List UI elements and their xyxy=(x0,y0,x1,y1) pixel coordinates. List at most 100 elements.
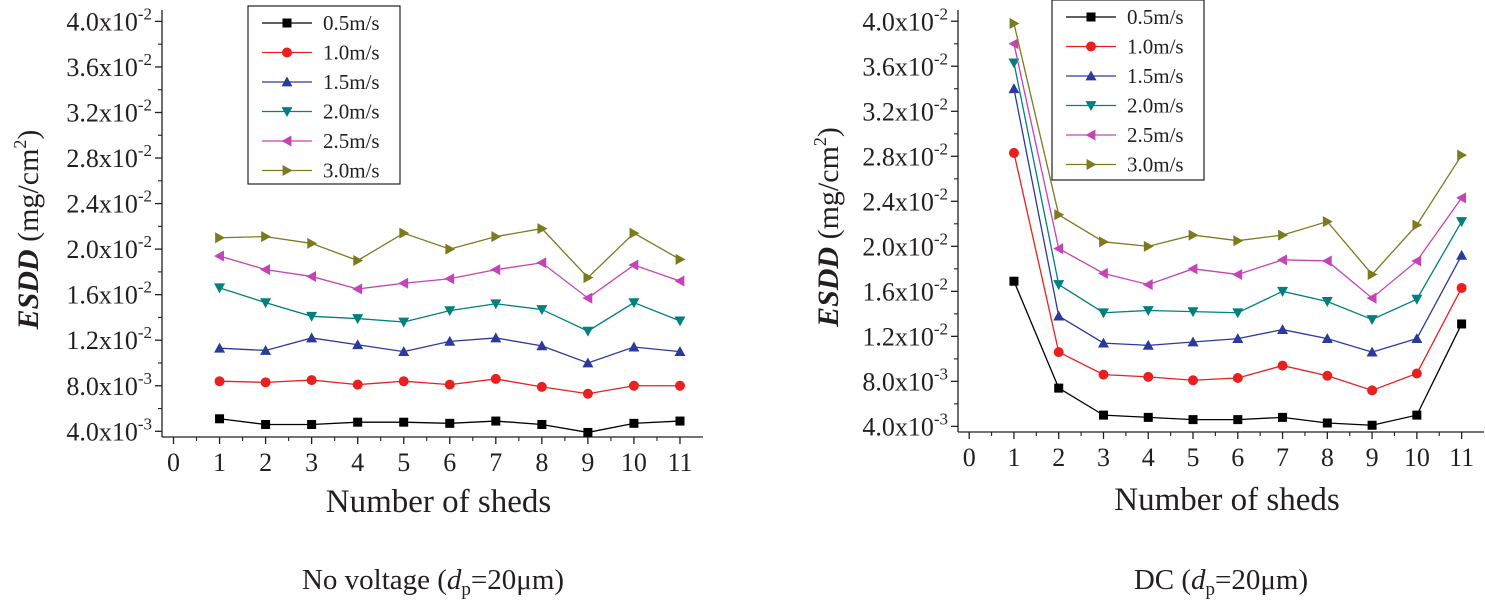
data-point-05ms xyxy=(261,419,271,429)
data-point-20ms xyxy=(352,314,364,325)
data-point-25ms xyxy=(214,250,224,262)
legend-label: 2.5m/s xyxy=(1127,123,1184,147)
data-point-05ms xyxy=(1098,410,1108,420)
legend-marker xyxy=(1086,12,1096,22)
legend-marker xyxy=(281,76,293,87)
x-tick-label: 2 xyxy=(1052,443,1065,472)
data-point-20ms xyxy=(1411,294,1423,305)
data-point-30ms xyxy=(307,237,318,249)
legend-label: 1.0m/s xyxy=(1127,35,1184,59)
data-point-10ms xyxy=(444,379,455,390)
data-point-30ms xyxy=(1412,219,1423,231)
data-point-15ms xyxy=(214,342,226,353)
y-tick-label: 3.2x10-2 xyxy=(66,95,152,127)
legend-marker xyxy=(281,135,292,147)
chart-panel-dc: 4.0x10-3 8.0x10-3 1.2x10-2 1.6x10-2 2.0x10-2… xyxy=(810,0,1484,600)
panel-caption: No voltage (dp=20μm) xyxy=(302,564,564,600)
data-point-30ms xyxy=(215,232,226,244)
x-tick-label: 10 xyxy=(621,448,647,477)
legend-label: 3.0m/s xyxy=(323,159,380,183)
data-point-30ms xyxy=(261,231,272,243)
data-point-20ms xyxy=(1008,58,1020,69)
data-point-15ms xyxy=(398,346,410,356)
data-point-25ms xyxy=(352,283,363,295)
legend-marker xyxy=(282,18,292,28)
data-point-05ms xyxy=(307,419,317,429)
legend-label: 2.0m/s xyxy=(323,100,380,124)
data-point-10ms xyxy=(260,377,271,388)
x-tick-label: 1 xyxy=(213,448,226,477)
x-tick-label: 2 xyxy=(259,448,272,477)
y-axis-title: ESDD (mg/cm2) xyxy=(810,127,845,328)
data-point-15ms xyxy=(582,357,594,368)
legend-marker xyxy=(282,165,293,176)
data-point-20ms xyxy=(628,298,640,309)
legend-label: 2.5m/s xyxy=(323,129,380,153)
x-tick-label: 3 xyxy=(1097,443,1110,472)
x-tick-label: 7 xyxy=(1276,443,1289,472)
data-point-05ms xyxy=(353,417,363,427)
data-point-05ms xyxy=(629,418,639,428)
data-point-05ms xyxy=(1367,420,1377,430)
legend-label: 0.5m/s xyxy=(323,11,380,35)
data-point-25ms xyxy=(490,264,501,276)
legend-marker xyxy=(1085,129,1096,141)
y-tick-label: 4.0x10-2 xyxy=(66,4,152,36)
legend-label: 3.0m/s xyxy=(1127,153,1184,177)
data-point-05ms xyxy=(399,417,409,427)
y-tick-label: 2.0x10-2 xyxy=(66,232,152,264)
data-point-30ms xyxy=(1099,236,1109,248)
data-point-20ms xyxy=(1456,217,1468,228)
y-tick-label: 2.4x10-2 xyxy=(66,187,152,219)
data-point-10ms xyxy=(1188,375,1199,386)
data-point-25ms xyxy=(1277,254,1287,266)
data-point-25ms xyxy=(582,292,593,304)
y-tick-label: 3.6x10-2 xyxy=(66,50,152,82)
data-point-30ms xyxy=(1367,268,1378,280)
data-point-05ms xyxy=(1143,412,1153,422)
data-point-15ms xyxy=(536,340,548,351)
data-point-10ms xyxy=(214,376,225,387)
data-point-05ms xyxy=(1322,418,1332,428)
data-point-25ms xyxy=(260,264,270,276)
data-point-30ms xyxy=(491,231,502,243)
data-point-25ms xyxy=(1097,267,1108,279)
data-point-25ms xyxy=(1008,38,1019,50)
data-point-30ms xyxy=(675,253,686,265)
x-tick-label: 11 xyxy=(667,448,692,477)
legend-label: 1.5m/s xyxy=(1127,64,1184,88)
data-point-15ms xyxy=(1142,339,1154,350)
legend-box xyxy=(247,5,401,185)
y-tick-label: 3.6x10-2 xyxy=(862,49,948,81)
data-point-20ms xyxy=(214,283,226,294)
data-point-05ms xyxy=(1054,383,1064,393)
data-point-10ms xyxy=(1367,385,1378,396)
data-point-30ms xyxy=(445,243,456,255)
x-tick-label: 5 xyxy=(397,448,410,477)
data-point-30ms xyxy=(629,227,640,239)
y-tick-label: 3.2x10-2 xyxy=(862,94,948,126)
y-tick-label: 2.8x10-2 xyxy=(862,139,948,171)
legend-marker xyxy=(282,47,292,58)
data-point-05ms xyxy=(583,427,593,437)
data-point-20ms xyxy=(490,299,502,310)
legend-marker xyxy=(1086,41,1096,52)
data-point-05ms xyxy=(215,414,225,424)
data-point-20ms xyxy=(674,316,686,327)
data-point-25ms xyxy=(628,259,639,271)
data-point-05ms xyxy=(1188,415,1198,425)
x-tick-label: 5 xyxy=(1187,443,1200,472)
panel-caption: DC (dp=20μm) xyxy=(1134,564,1308,600)
y-tick-label: 4.0x10-3 xyxy=(862,409,948,441)
x-tick-label: 10 xyxy=(1404,443,1430,472)
y-tick-label: 1.6x10-2 xyxy=(66,278,152,310)
x-tick-label: 0 xyxy=(167,448,180,477)
series-line-30ms xyxy=(219,227,681,279)
y-tick-label: 4.0x10-3 xyxy=(66,414,152,446)
legend-label: 1.5m/s xyxy=(323,70,380,94)
data-point-30ms xyxy=(353,255,364,267)
legend-box xyxy=(1051,0,1205,181)
data-point-30ms xyxy=(1457,149,1468,161)
legend-marker xyxy=(1086,159,1097,170)
